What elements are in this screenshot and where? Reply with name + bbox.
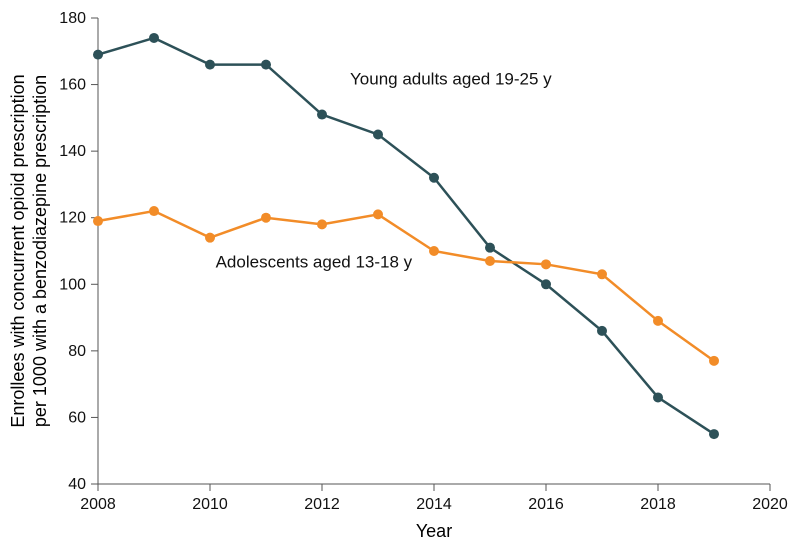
series-marker-young_adults [149, 33, 159, 43]
y-tick-label: 160 [59, 77, 86, 94]
x-tick-label: 2016 [528, 496, 564, 513]
series-marker-young_adults [653, 392, 663, 402]
series-marker-adolescents [653, 316, 663, 326]
series-marker-young_adults [541, 279, 551, 289]
series-marker-young_adults [261, 60, 271, 70]
series-marker-young_adults [429, 173, 439, 183]
y-tick-label: 80 [68, 343, 86, 360]
series-marker-young_adults [597, 326, 607, 336]
x-tick-label: 2018 [640, 496, 676, 513]
x-tick-label: 2020 [752, 496, 788, 513]
x-axis-ticks: 2008 2010 2012 2014 2016 2018 2020 [80, 484, 788, 513]
series-marker-young_adults [317, 110, 327, 120]
series-marker-adolescents [429, 246, 439, 256]
series-label-adolescents: Adolescents aged 13-18 y [216, 253, 413, 272]
series-marker-young_adults [709, 429, 719, 439]
y-tick-label: 60 [68, 409, 86, 426]
series-marker-adolescents [485, 256, 495, 266]
y-axis-ticks: 40 60 80 100 120 140 160 180 [59, 10, 98, 493]
y-tick-label: 180 [59, 10, 86, 27]
y-tick-label: 40 [68, 476, 86, 493]
x-tick-label: 2010 [192, 496, 228, 513]
series-marker-adolescents [541, 259, 551, 269]
y-tick-label: 140 [59, 143, 86, 160]
line-chart: Enrollees with concurrent opioid prescri… [0, 0, 798, 548]
series-marker-adolescents [205, 233, 215, 243]
series-line-adolescents [98, 211, 714, 361]
series-marker-adolescents [317, 219, 327, 229]
series-marker-adolescents [373, 209, 383, 219]
series-marker-adolescents [261, 213, 271, 223]
series-group: Young adults aged 19-25 y Adolescents age… [93, 33, 719, 439]
chart-container: Enrollees with concurrent opioid prescri… [0, 0, 798, 548]
series-marker-adolescents [93, 216, 103, 226]
series-marker-young_adults [373, 130, 383, 140]
y-axis-title: Enrollees with concurrent opioid prescri… [8, 74, 50, 427]
series-marker-adolescents [709, 356, 719, 366]
x-tick-label: 2008 [80, 496, 116, 513]
y-axis-title-line1: Enrollees with concurrent opioid prescri… [8, 74, 28, 427]
series-marker-adolescents [597, 269, 607, 279]
y-axis-title-line2: per 1000 with a benzodiazepine prescript… [30, 75, 50, 427]
x-tick-label: 2014 [416, 496, 452, 513]
y-tick-label: 100 [59, 276, 86, 293]
series-marker-young_adults [485, 243, 495, 253]
series-marker-young_adults [205, 60, 215, 70]
series-line-young_adults [98, 38, 714, 434]
y-tick-label: 120 [59, 210, 86, 227]
x-axis-title: Year [416, 521, 452, 541]
x-tick-label: 2012 [304, 496, 340, 513]
series-label-young_adults: Young adults aged 19-25 y [350, 70, 552, 89]
series-marker-adolescents [149, 206, 159, 216]
series-marker-young_adults [93, 50, 103, 60]
